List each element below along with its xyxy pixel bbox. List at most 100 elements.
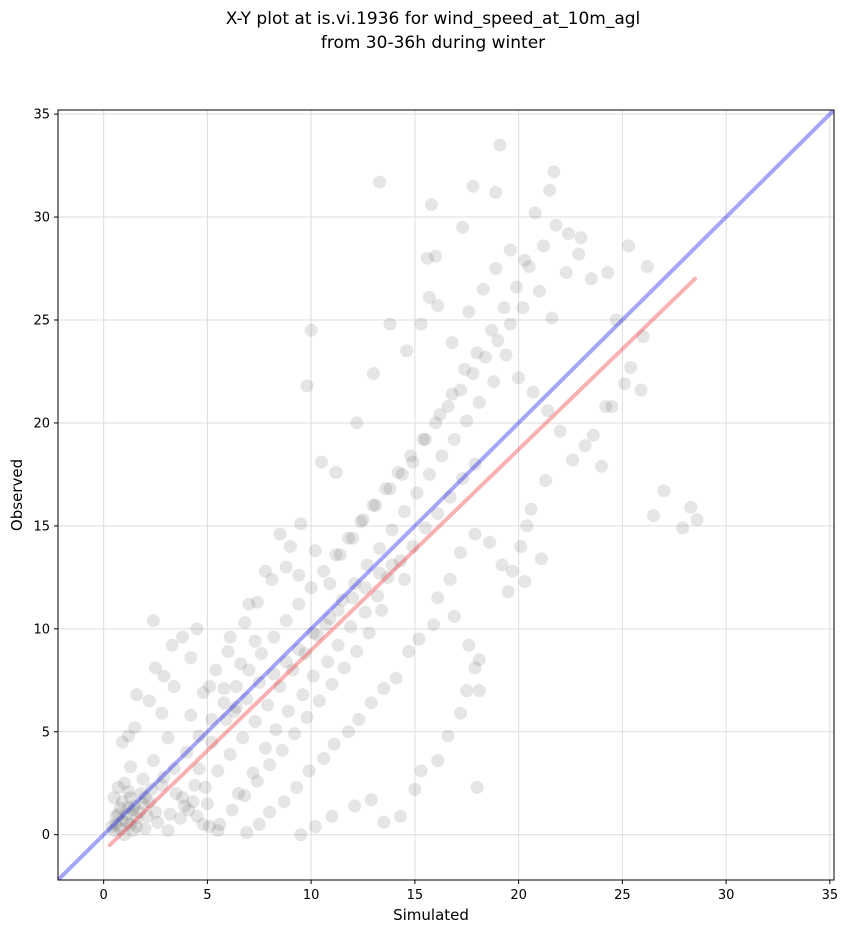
data-point [344, 620, 358, 634]
data-point [238, 616, 252, 630]
data-point [109, 809, 123, 823]
data-point [460, 684, 474, 698]
data-point [261, 698, 275, 712]
data-point [327, 737, 341, 751]
data-point [416, 432, 430, 446]
y-tick-label: 10 [33, 622, 50, 637]
data-point [466, 179, 480, 193]
data-point [267, 630, 281, 644]
data-point [466, 367, 480, 380]
data-point [425, 198, 438, 212]
data-point [325, 677, 339, 691]
data-point [157, 770, 171, 784]
data-point [211, 764, 225, 778]
data-point [526, 385, 540, 399]
data-point [393, 554, 407, 568]
data-point [381, 570, 395, 584]
data-point [122, 729, 135, 743]
data-point [331, 603, 345, 617]
data-point [124, 817, 138, 831]
data-point [510, 280, 523, 294]
data-point [532, 284, 546, 298]
data-point [317, 564, 331, 578]
data-point [350, 416, 364, 430]
data-point [180, 745, 194, 759]
data-point [248, 715, 262, 728]
data-point [617, 377, 631, 391]
reference-lines [58, 110, 834, 880]
data-point [358, 605, 372, 619]
data-point [205, 735, 218, 749]
data-point [362, 626, 376, 640]
data-point [468, 661, 482, 675]
data-point [348, 799, 362, 813]
x-tick-label: 5 [203, 888, 211, 903]
data-point [435, 449, 449, 463]
data-point [176, 630, 189, 644]
data-point [155, 778, 169, 792]
chart-title-line-2: from 30-36h during winter [321, 33, 545, 53]
fit-line [107, 276, 697, 847]
data-point [227, 704, 241, 718]
data-point [429, 416, 443, 430]
data-point [406, 455, 420, 469]
data-point [259, 741, 272, 755]
data-point [599, 400, 613, 413]
data-point [229, 700, 243, 714]
data-point [151, 815, 165, 829]
data-point [601, 266, 615, 280]
data-point [128, 799, 142, 813]
data-point [161, 824, 175, 838]
y-tick-label: 20 [33, 416, 50, 431]
data-point [346, 531, 360, 545]
data-point [184, 651, 198, 665]
data-point [288, 727, 301, 741]
data-point [124, 760, 138, 774]
data-point [441, 729, 455, 743]
data-point [524, 502, 538, 516]
data-point [113, 822, 127, 835]
data-point [205, 712, 218, 726]
data-point [369, 498, 382, 512]
x-tick-label: 10 [303, 888, 320, 903]
data-point [167, 762, 181, 776]
data-point [640, 260, 654, 273]
data-point [267, 667, 281, 681]
data-point [277, 795, 291, 809]
data-point [422, 290, 436, 304]
data-point [431, 507, 445, 520]
data-point [190, 809, 204, 823]
data-point [472, 653, 486, 667]
data-point [454, 706, 467, 720]
data-point [173, 811, 187, 825]
data-point [105, 820, 119, 833]
data-point [543, 183, 557, 197]
data-point [412, 632, 426, 646]
data-point [122, 785, 135, 798]
data-point [273, 527, 287, 541]
data-point [422, 467, 436, 481]
data-point [395, 467, 409, 481]
data-point [190, 622, 204, 636]
x-axis-ticks: 0 5 10 15 20 25 30 35 [100, 880, 838, 903]
data-point [279, 614, 293, 628]
data-point [113, 801, 127, 815]
data-point [246, 766, 260, 780]
data-point [537, 239, 550, 253]
data-point [219, 712, 233, 726]
data-point [308, 544, 322, 558]
data-point [146, 614, 160, 628]
data-point [377, 682, 391, 695]
data-point [138, 791, 152, 805]
data-point [124, 791, 138, 805]
data-point [456, 220, 470, 234]
data-point [647, 509, 660, 523]
data-point [176, 791, 189, 805]
data-point [431, 299, 445, 313]
x-tick-label: 30 [718, 888, 735, 903]
data-point [120, 807, 133, 821]
data-point [518, 253, 532, 267]
data-point [545, 311, 559, 325]
data-point [346, 591, 360, 605]
